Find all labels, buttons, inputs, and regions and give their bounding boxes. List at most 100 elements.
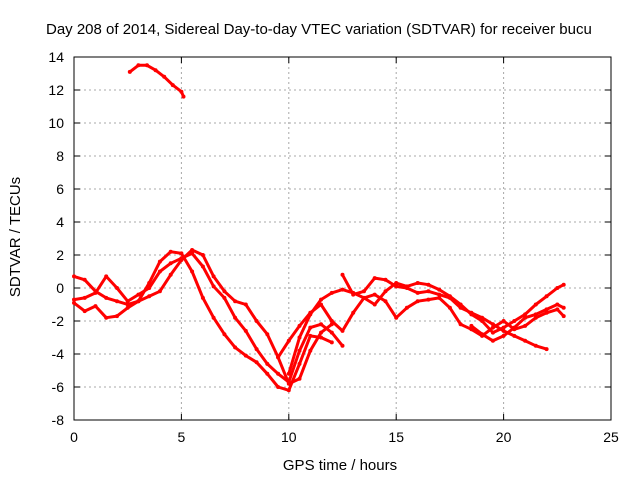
data-point xyxy=(297,335,302,340)
data-point xyxy=(490,338,495,343)
data-point xyxy=(383,299,388,304)
data-point xyxy=(533,343,538,348)
data-point xyxy=(501,328,506,333)
y-tick-label: -6 xyxy=(52,379,65,395)
data-point xyxy=(501,333,506,338)
data-point xyxy=(104,274,109,279)
data-point xyxy=(286,338,291,343)
y-tick-label: 6 xyxy=(56,181,64,197)
data-point xyxy=(168,261,173,266)
data-point xyxy=(362,295,366,300)
data-point xyxy=(276,371,281,376)
data-point xyxy=(115,314,119,319)
series-line-arc-6 xyxy=(341,273,549,351)
data-point xyxy=(523,323,528,328)
data-point xyxy=(308,325,313,330)
data-point xyxy=(329,330,334,335)
data-point xyxy=(394,315,399,320)
data-point xyxy=(308,333,313,338)
data-point xyxy=(136,292,141,297)
data-point xyxy=(211,284,216,289)
data-point xyxy=(179,258,184,262)
data-point xyxy=(243,328,248,333)
series-line-arc-7 xyxy=(287,281,566,376)
data-point xyxy=(340,343,345,348)
data-point xyxy=(512,333,517,338)
data-point xyxy=(437,287,442,292)
data-point xyxy=(211,315,216,320)
x-tick-label: 0 xyxy=(70,429,78,445)
data-point xyxy=(340,287,345,292)
data-point xyxy=(555,302,560,307)
data-point xyxy=(544,307,549,312)
data-point xyxy=(523,312,528,317)
x-tick-label: 15 xyxy=(388,429,404,445)
data-point xyxy=(104,295,109,300)
data-point xyxy=(179,89,184,94)
y-tick-label: 8 xyxy=(56,148,64,164)
data-point xyxy=(297,323,302,328)
data-point xyxy=(329,340,334,345)
data-point xyxy=(383,277,388,282)
data-point xyxy=(512,325,517,330)
data-point xyxy=(168,249,173,254)
data-point xyxy=(286,381,291,386)
x-tick-label: 25 xyxy=(603,429,619,445)
data-point xyxy=(233,345,238,350)
data-point xyxy=(181,94,186,99)
data-point xyxy=(523,338,528,343)
data-point xyxy=(340,328,345,333)
data-point xyxy=(276,355,281,360)
data-point xyxy=(319,297,323,302)
data-point xyxy=(404,305,409,310)
data-point xyxy=(72,300,76,305)
axis-ticks xyxy=(73,56,612,421)
data-point xyxy=(200,264,205,269)
data-point xyxy=(222,332,227,337)
data-point xyxy=(555,286,560,290)
series-line-arc-5 xyxy=(276,293,566,359)
data-point xyxy=(372,276,377,281)
data-point xyxy=(233,299,238,304)
data-point xyxy=(480,319,485,323)
data-point xyxy=(82,277,87,282)
data-point xyxy=(190,248,195,252)
x-tick-labels: 0 5 10 15 20 25 xyxy=(70,429,619,445)
x-tick-label: 5 xyxy=(178,429,186,445)
data-point xyxy=(501,325,506,330)
data-point xyxy=(125,305,130,310)
data-point xyxy=(222,295,227,300)
data-point xyxy=(501,319,506,323)
data-point xyxy=(93,290,98,295)
data-point xyxy=(533,315,538,320)
data-point xyxy=(544,310,549,315)
data-point xyxy=(555,307,560,312)
data-point xyxy=(200,295,205,300)
x-axis-label: GPS time / hours xyxy=(283,457,397,474)
data-point xyxy=(265,361,270,366)
y-tick-label: 2 xyxy=(56,247,64,263)
grid xyxy=(74,57,611,420)
data-point xyxy=(243,353,248,358)
data-point xyxy=(82,309,87,314)
data-point xyxy=(297,376,302,381)
data-point xyxy=(254,360,259,365)
data-point xyxy=(153,68,158,73)
data-point xyxy=(243,302,248,307)
data-point xyxy=(308,312,313,317)
data-point xyxy=(437,292,442,297)
y-axis-label: SDTVAR / TECUs xyxy=(7,177,24,297)
data-point xyxy=(469,323,474,328)
data-point xyxy=(211,274,216,279)
data-point xyxy=(145,63,149,68)
data-point xyxy=(372,292,377,297)
y-tick-label: -8 xyxy=(52,412,65,428)
y-tick-label: 14 xyxy=(48,49,64,65)
data-point xyxy=(115,286,119,290)
data-point xyxy=(561,314,566,319)
data-point xyxy=(561,305,566,310)
data-point xyxy=(437,295,442,300)
data-point xyxy=(276,385,281,389)
series-layer xyxy=(72,63,566,393)
